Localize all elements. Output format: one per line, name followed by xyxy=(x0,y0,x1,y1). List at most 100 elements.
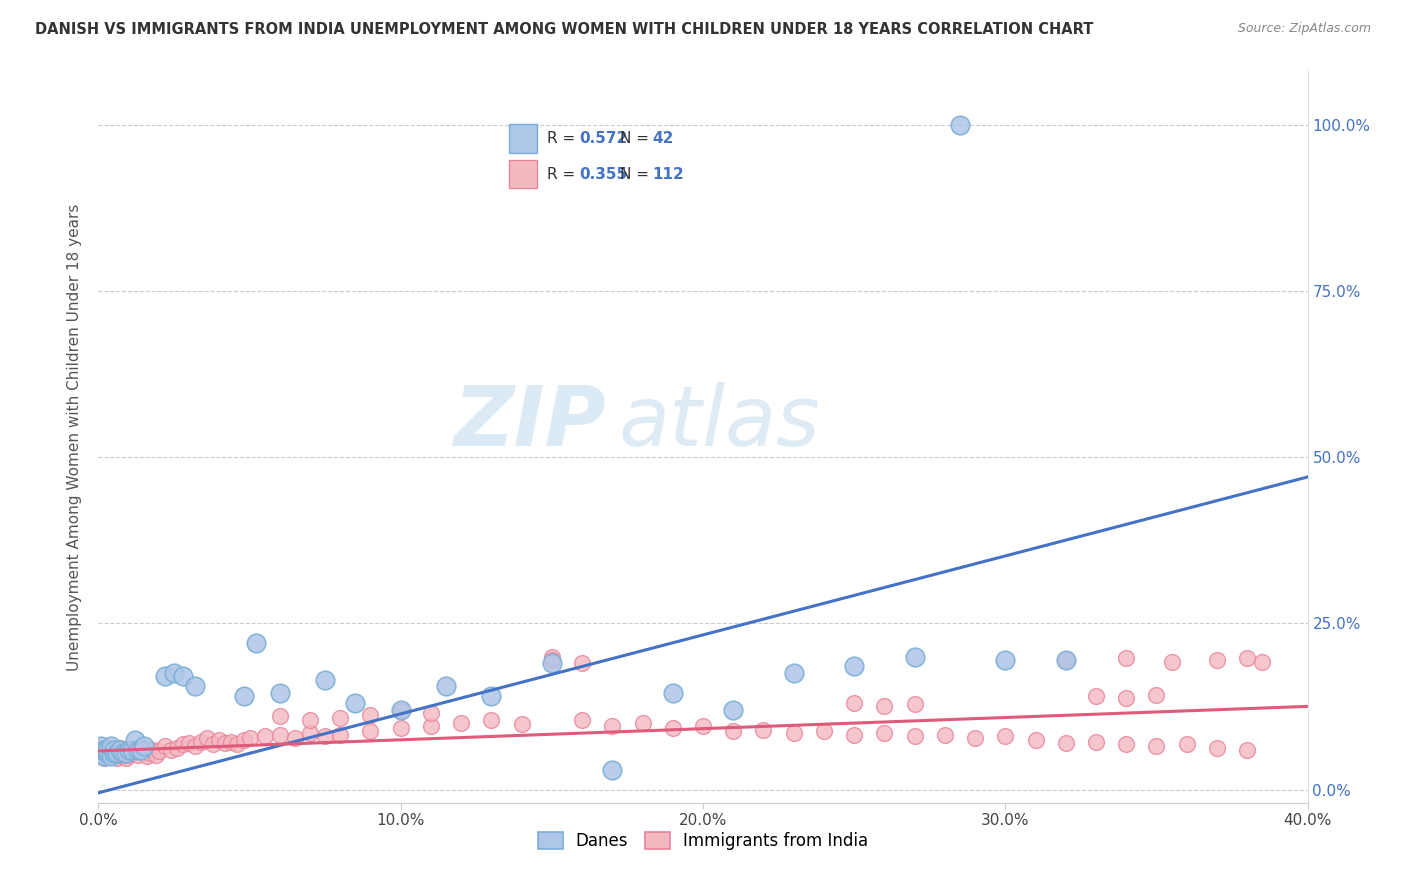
Bar xyxy=(509,160,537,188)
Point xyxy=(873,726,896,740)
Point xyxy=(284,731,307,745)
Point xyxy=(90,739,112,754)
Point xyxy=(1085,690,1108,704)
Point xyxy=(226,737,249,751)
Point xyxy=(135,749,157,764)
Point xyxy=(100,744,122,758)
Point xyxy=(214,736,236,750)
Point xyxy=(100,739,122,754)
Point xyxy=(153,669,176,683)
Point xyxy=(1024,732,1046,747)
Point xyxy=(93,749,115,764)
Point xyxy=(1206,741,1229,756)
Point xyxy=(661,722,683,736)
Point xyxy=(692,719,714,733)
Text: 0.572: 0.572 xyxy=(579,131,627,146)
Point xyxy=(208,732,231,747)
Point xyxy=(239,731,262,745)
Point xyxy=(844,696,866,710)
Point xyxy=(540,649,562,664)
Point xyxy=(602,763,624,777)
Text: N =: N = xyxy=(620,131,654,146)
Point xyxy=(844,728,866,742)
Point xyxy=(172,737,194,751)
Point xyxy=(420,719,443,733)
Text: 42: 42 xyxy=(652,131,673,146)
Point xyxy=(1115,737,1137,751)
Point xyxy=(949,118,972,132)
Point xyxy=(299,713,322,727)
Point xyxy=(904,698,927,712)
Point xyxy=(1115,650,1137,665)
Point xyxy=(752,723,775,737)
Point xyxy=(93,746,115,760)
Point xyxy=(314,673,336,687)
Point xyxy=(723,723,745,738)
Point xyxy=(163,666,186,681)
Text: DANISH VS IMMIGRANTS FROM INDIA UNEMPLOYMENT AMONG WOMEN WITH CHILDREN UNDER 18 : DANISH VS IMMIGRANTS FROM INDIA UNEMPLOY… xyxy=(35,22,1094,37)
Point xyxy=(160,742,183,756)
Point xyxy=(96,746,118,760)
Point xyxy=(93,750,115,764)
Point xyxy=(965,731,987,745)
Point xyxy=(1236,742,1258,756)
Point xyxy=(389,722,412,736)
Legend: Danes, Immigrants from India: Danes, Immigrants from India xyxy=(531,825,875,856)
Point xyxy=(90,749,112,764)
Point xyxy=(360,708,382,723)
Point xyxy=(100,749,122,764)
Point xyxy=(360,723,382,738)
Point xyxy=(481,690,503,704)
Point xyxy=(1251,655,1274,669)
Point xyxy=(314,729,336,743)
Point xyxy=(142,742,165,756)
Point xyxy=(329,728,352,742)
Point xyxy=(90,741,112,756)
Point xyxy=(329,711,352,725)
Text: ZIP: ZIP xyxy=(454,382,606,463)
Point xyxy=(783,726,806,740)
Point xyxy=(111,749,134,764)
Point xyxy=(90,746,112,760)
Point xyxy=(202,737,225,751)
Point xyxy=(450,716,472,731)
Point xyxy=(1144,688,1167,702)
Point xyxy=(783,666,806,681)
Point xyxy=(93,741,115,756)
Point xyxy=(105,746,128,760)
Point xyxy=(93,742,115,756)
Point xyxy=(145,747,167,762)
Point xyxy=(90,746,112,760)
Point xyxy=(124,732,146,747)
Text: R =: R = xyxy=(547,167,581,182)
Point xyxy=(813,723,835,738)
Point xyxy=(540,653,562,667)
Point xyxy=(111,746,134,760)
Point xyxy=(1236,650,1258,665)
Point xyxy=(108,747,131,762)
Point xyxy=(96,742,118,756)
Point xyxy=(1175,737,1198,751)
Point xyxy=(132,739,155,754)
Point xyxy=(127,747,149,762)
Point xyxy=(132,741,155,756)
Point xyxy=(93,744,115,758)
Point xyxy=(1144,739,1167,754)
Point xyxy=(121,746,143,760)
Point xyxy=(129,742,152,756)
Point xyxy=(1206,653,1229,667)
Point xyxy=(232,690,254,704)
Point xyxy=(1085,734,1108,748)
Point xyxy=(108,741,131,756)
Point xyxy=(108,742,131,756)
Point xyxy=(121,742,143,756)
Point xyxy=(344,696,367,710)
Point xyxy=(105,746,128,760)
Point xyxy=(631,716,654,731)
Point xyxy=(389,703,412,717)
Point xyxy=(994,729,1017,743)
Point xyxy=(723,703,745,717)
Point xyxy=(100,749,122,764)
Point xyxy=(904,729,927,743)
Point xyxy=(114,746,136,760)
